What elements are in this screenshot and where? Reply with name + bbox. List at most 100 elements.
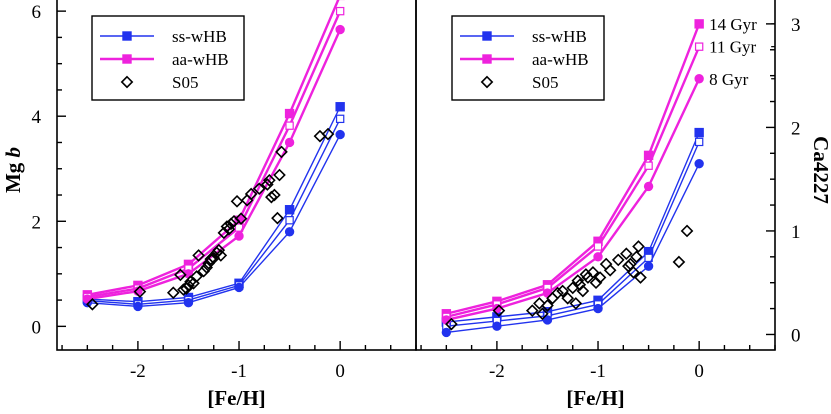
data-point-s05 (182, 279, 195, 292)
legend-label-ss-whb: ss-wHB (532, 27, 587, 46)
y-tick-label: 6 (32, 2, 42, 23)
series-line-aa-whb-14-gyr (446, 23, 701, 315)
legend: ss-wHB aa-wHB S05 (451, 15, 605, 101)
data-point-s05 (541, 299, 554, 312)
data-point-s05 (556, 284, 569, 298)
left-panel-mgb: -2 -1 0 0 2 4 6 [Fe/H] Mg b ss-wHB aa-wHB S05 (1, 0, 417, 410)
data-point-s05 (492, 304, 506, 317)
age-label: 11 Gyr (709, 38, 756, 57)
data-point-s05 (244, 187, 258, 201)
data-point-s05 (680, 224, 694, 238)
data-point-s05 (576, 284, 590, 298)
data-point-ss-whb-11-gyr (694, 137, 704, 147)
x-axis-title: [Fe/H] (207, 386, 265, 409)
data-point-aa-whb-8-gyr (284, 137, 295, 148)
x-tick-label: -2 (130, 361, 146, 382)
data-point-s05 (197, 264, 210, 278)
legend: ss-wHB aa-wHB S05 (91, 15, 245, 101)
data-point-s05 (571, 274, 585, 287)
data-point-aa-whb-11-gyr (644, 161, 653, 170)
data-point-aa-whb-8-gyr (234, 231, 244, 241)
data-point-aa-whb-8-gyr (643, 181, 654, 192)
data-point-s05 (445, 317, 458, 331)
x-tick-label: 0 (335, 361, 345, 382)
y-tick-label: 2 (32, 212, 42, 233)
data-point-s05 (177, 283, 190, 296)
data-point-s05 (573, 278, 587, 292)
legend-label-aa-whb: aa-wHB (532, 50, 589, 69)
y-tick-label: 1 (791, 222, 801, 243)
data-point-s05 (174, 268, 187, 282)
data-point-ss-whb-8-gyr (441, 327, 452, 338)
data-point-ss-whb-8-gyr (183, 298, 194, 308)
y-tick-label: 4 (32, 107, 42, 128)
x-tick-label: 0 (694, 361, 704, 382)
data-point-s05 (133, 285, 147, 299)
data-point-ss-whb-8-gyr (234, 282, 244, 293)
data-point-s05 (224, 217, 238, 231)
data-point-s05 (200, 261, 213, 274)
x-tick-label: -2 (489, 361, 505, 382)
y-tick-label: 0 (32, 317, 42, 338)
right-panel-ca4227: -2 -1 0 0 1 2 3 [Fe/H] Ca4227 ss-wHB aa-wHB S05 14 G… (415, 0, 831, 410)
plot-frame (415, 0, 776, 351)
data-point-aa-whb-8-gyr (335, 24, 345, 35)
data-point-aa-whb-11-gyr (285, 121, 294, 130)
series-line-ss-whb-11-gyr (446, 141, 700, 327)
legend-label-aa-whb: aa-wHB (172, 50, 229, 69)
data-point-ss-whb-8-gyr (492, 321, 502, 331)
data-point-s05 (634, 271, 647, 284)
x-axis-title: [Fe/H] (566, 386, 624, 409)
data-point-s05 (275, 145, 288, 159)
age-label: 8 Gyr (709, 70, 749, 89)
y-tick-label: 0 (791, 325, 801, 346)
data-point-s05 (525, 304, 539, 317)
data-point-s05 (551, 286, 564, 300)
data-point-s05 (204, 252, 218, 266)
series-line-aa-whb-11-gyr (446, 46, 701, 319)
legend-marker-ss-whb (122, 31, 132, 41)
data-point-s05 (265, 190, 278, 204)
data-point-aa-whb-11-gyr (694, 42, 704, 51)
data-point-s05 (620, 247, 633, 261)
y-axis-title: Ca4227 (809, 136, 831, 204)
data-point-ss-whb-14-gyr (694, 127, 704, 138)
data-point-s05 (533, 297, 546, 310)
data-point-aa-whb-14-gyr (694, 19, 704, 29)
data-point-s05 (214, 249, 228, 262)
data-point-s05 (234, 212, 248, 225)
data-point-ss-whb-14-gyr (284, 205, 295, 215)
legend-marker-ss-whb (482, 31, 492, 41)
plot-data-area (441, 19, 704, 338)
legend-label-ss-whb: ss-wHB (172, 27, 227, 46)
plot-data-area (82, 0, 345, 312)
data-point-ss-whb-8-gyr (643, 261, 654, 271)
data-point-s05 (569, 297, 583, 310)
data-point-s05 (611, 253, 625, 267)
data-point-s05 (230, 194, 244, 208)
data-point-s05 (261, 178, 274, 191)
data-point-s05 (586, 266, 600, 279)
data-point-s05 (192, 249, 205, 262)
data-point-ss-whb-8-gyr (335, 129, 345, 140)
data-point-s05 (268, 188, 281, 202)
legend-marker-s05 (480, 75, 494, 89)
data-point-ss-whb-14-gyr (335, 102, 345, 112)
data-point-s05 (561, 291, 575, 305)
data-point-ss-whb-8-gyr (284, 227, 295, 237)
series-line-ss-whb-11-gyr (87, 118, 341, 305)
data-point-s05 (627, 266, 640, 279)
data-point-s05 (536, 307, 549, 321)
data-point-s05 (271, 211, 284, 225)
x-tick-label: -1 (590, 361, 606, 382)
x-tick-label: -1 (231, 361, 247, 382)
legend-marker-s05 (120, 75, 134, 89)
legend-label-s05: S05 (532, 73, 558, 92)
series-line-aa-whb-14-gyr (87, 0, 340, 297)
age-label: 14 Gyr (709, 15, 757, 34)
y-tick-label: 3 (791, 15, 801, 36)
data-point-ss-whb-8-gyr (133, 301, 143, 312)
data-point-s05 (263, 173, 276, 187)
series-line-ss-whb-14-gyr (87, 106, 341, 303)
